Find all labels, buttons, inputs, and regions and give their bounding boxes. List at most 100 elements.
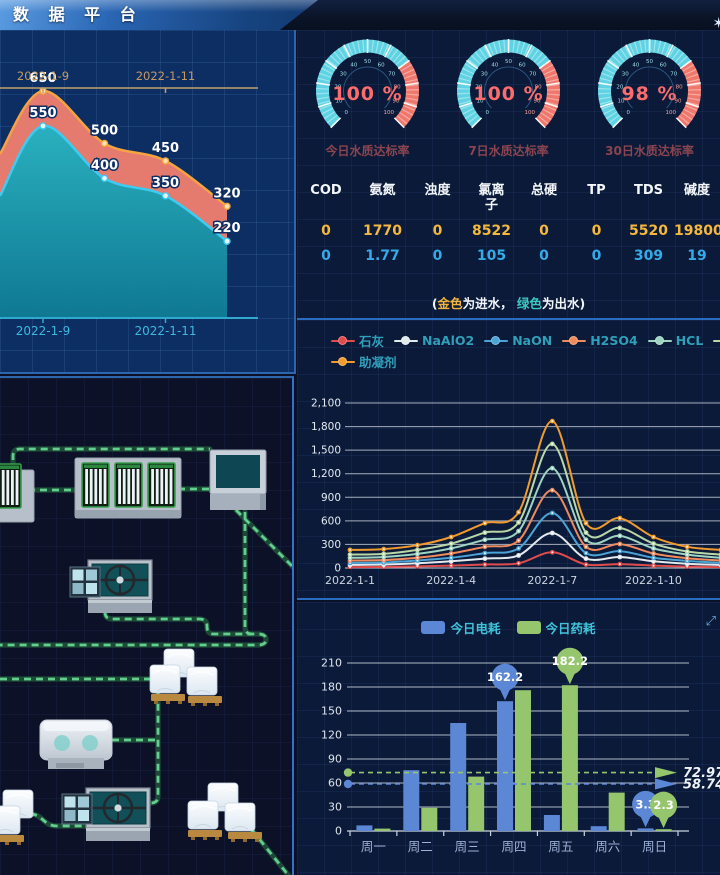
svg-text:40: 40 — [350, 62, 357, 68]
outlet-row: 0 1.77 0 105 0 0 309 19 — [297, 248, 720, 264]
membrane-rack-platform-center — [74, 457, 182, 519]
page-title: 数 据 平 台 — [13, 5, 143, 24]
svg-text:210: 210 — [321, 657, 342, 670]
svg-text:2022-1-7: 2022-1-7 — [527, 574, 577, 587]
bar — [515, 690, 531, 831]
energy-consumption-panel: 今日电耗 今日药耗 ⤢ 0 30 60 90 120 150 180 210 周一 周二 周三 周四 周五… — [297, 602, 720, 875]
bar — [561, 685, 578, 831]
top-axis: 2022-1-9 2022-1-11 — [0, 69, 258, 93]
expand-icon[interactable]: ✶ — [712, 14, 720, 32]
column-header: 氨氮 — [369, 183, 396, 198]
column-header: 浊度 — [424, 183, 451, 198]
legend-item-今日药耗[interactable]: 今日药耗 — [516, 618, 596, 637]
chemical-legend: 石灰 NaAlO2 NaON H2SO4 HCL NaCLO 助凝剂 — [331, 330, 720, 372]
svg-text:550: 550 — [29, 106, 56, 121]
svg-text:50: 50 — [505, 59, 512, 65]
gauge-label: 今日水质达标率 — [325, 144, 410, 158]
svg-text:1,200: 1,200 — [311, 468, 341, 480]
legend-item-NaON[interactable]: NaON — [484, 333, 552, 348]
bar — [608, 792, 625, 831]
table-cell: 0 — [432, 247, 443, 264]
svg-text:2022-1-10: 2022-1-10 — [625, 574, 682, 587]
table-cell: 19 — [687, 247, 707, 264]
svg-text:150: 150 — [321, 705, 342, 718]
svg-text:周二: 周二 — [408, 839, 433, 854]
bar — [497, 701, 513, 831]
table-cell: 19800 — [674, 222, 720, 239]
svg-text:182.2: 182.2 — [552, 654, 588, 668]
average-marklines: 58.7472.97 — [343, 766, 720, 793]
table-cell: 0 — [591, 222, 602, 239]
clarifier-sidebox-upper — [69, 566, 101, 598]
legend-item-助凝剂[interactable]: 助凝剂 — [331, 352, 397, 371]
svg-text:1,800: 1,800 — [311, 421, 341, 433]
inlet-row: 0 1770 0 8522 0 0 5520 19800 — [297, 223, 720, 239]
svg-text:300: 300 — [321, 539, 341, 551]
svg-text:2022-1-9: 2022-1-9 — [17, 69, 69, 83]
legend-item-NaAlO2[interactable]: NaAlO2 — [394, 333, 474, 348]
svg-text:周五: 周五 — [548, 839, 573, 854]
bar — [450, 723, 467, 831]
svg-text:450: 450 — [152, 141, 179, 156]
bar — [655, 829, 672, 831]
svg-text:周六: 周六 — [595, 839, 620, 854]
svg-text:98 %: 98 % — [621, 83, 677, 105]
svg-text:220: 220 — [213, 221, 240, 236]
svg-text:周四: 周四 — [502, 839, 527, 854]
svg-text:20: 20 — [475, 84, 482, 90]
area-points: 650 550 500 400 450 350 320 220 — [28, 70, 242, 245]
inlet-outlet-area-chart: 650 550 500 400 450 350 320 220 2022-1-9 2022-1-1… — [0, 69, 258, 338]
plant-3d-scene[interactable] — [0, 378, 294, 875]
gauge-label: 7日水质达标率 — [468, 144, 549, 158]
header: 数 据 平 台 ✶ — [0, 0, 720, 32]
table-cell: 0 — [591, 247, 602, 264]
column-header: COD — [310, 183, 342, 198]
svg-text:30: 30 — [328, 801, 342, 814]
table-cell: 0 — [432, 222, 443, 239]
svg-text:500: 500 — [91, 123, 118, 138]
bar — [468, 776, 485, 831]
svg-text:600: 600 — [321, 515, 341, 527]
svg-text:2022-1-1: 2022-1-1 — [325, 574, 375, 587]
svg-text:162.2: 162.2 — [487, 670, 523, 684]
svg-text:10: 10 — [476, 98, 483, 104]
x-axis-labels: 2022-1-1 2022-1-4 2022-1-7 2022-1-10 — [325, 574, 682, 587]
legend-item-HCL[interactable]: HCL — [647, 333, 703, 348]
table-cell: 1.77 — [365, 247, 400, 264]
svg-text:2.3: 2.3 — [653, 798, 673, 812]
svg-text:0: 0 — [486, 110, 490, 116]
legend-item-H2SO4[interactable]: H2SO4 — [562, 333, 638, 348]
svg-text:10: 10 — [617, 98, 624, 104]
svg-text:0: 0 — [335, 825, 342, 838]
table-cell: 8522 — [472, 222, 511, 239]
membrane-rack-platform-left — [0, 463, 35, 523]
svg-text:100: 100 — [524, 110, 535, 116]
gauge-group: 0 10 20 30 40 50 60 70 80 90 100 100 % 今日水质达标率 0 10 20 3… — [297, 35, 720, 159]
svg-text:90: 90 — [393, 98, 400, 104]
table-cell: 0 — [321, 247, 331, 264]
legend-item-今日电耗[interactable]: 今日电耗 — [421, 618, 501, 637]
water-quality-panel: 0 10 20 30 40 50 60 70 80 90 100 100 % 今日水质达标率 0 10 20 3… — [297, 30, 720, 320]
svg-text:2022-1-9: 2022-1-9 — [16, 324, 70, 338]
svg-text:60: 60 — [519, 62, 526, 68]
svg-text:1,500: 1,500 — [311, 445, 341, 457]
svg-text:900: 900 — [321, 492, 341, 504]
legend-item-石灰[interactable]: 石灰 — [331, 331, 384, 350]
bar — [543, 815, 560, 831]
svg-text:周日: 周日 — [642, 839, 667, 854]
svg-text:周三: 周三 — [455, 839, 480, 854]
svg-text:周一: 周一 — [361, 839, 386, 854]
svg-text:90: 90 — [675, 98, 682, 104]
svg-text:60: 60 — [378, 62, 385, 68]
legend-item-NaCLO[interactable]: NaCLO — [713, 333, 720, 348]
plant-3d-map-panel — [0, 376, 294, 875]
column-header: TDS — [633, 183, 664, 198]
svg-text:90: 90 — [328, 753, 342, 766]
area-fills — [0, 89, 228, 318]
table-color-note: (金色为进水， 绿色为出水) — [297, 293, 720, 312]
svg-text:2022-1-11: 2022-1-11 — [136, 69, 196, 83]
svg-text:100 %: 100 % — [473, 83, 543, 105]
chart-expand-icon[interactable]: ⤢ — [705, 614, 716, 629]
x-axis: 周一 周二 周三 周四 周五 周六 周日 — [347, 830, 689, 854]
